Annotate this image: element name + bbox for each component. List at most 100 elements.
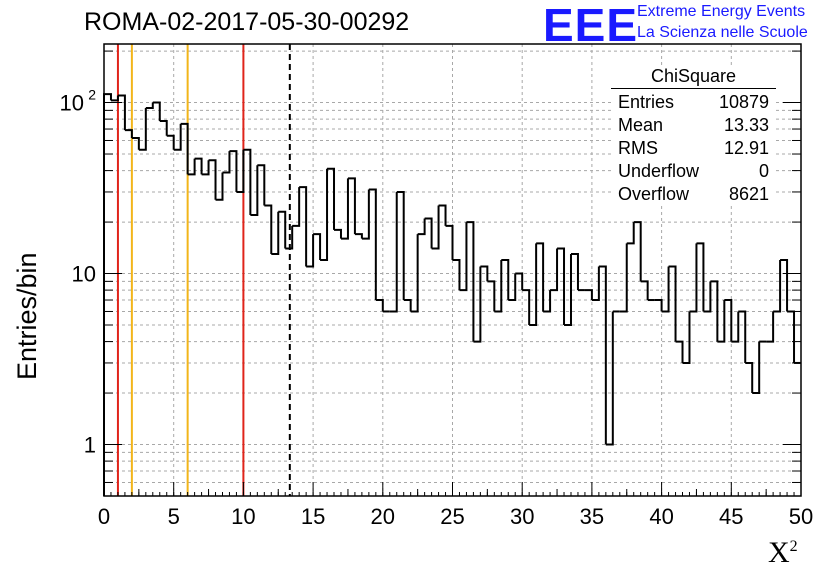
histogram-bin — [780, 259, 789, 312]
histogram-bin — [173, 123, 182, 151]
stats-row: RMS 12.91 — [611, 137, 776, 160]
histogram-bin — [682, 311, 691, 364]
stats-value: 12.91 — [723, 138, 769, 158]
histogram-bin — [473, 266, 482, 343]
stats-label: Underflow — [618, 161, 700, 181]
histogram-bin — [731, 311, 740, 343]
histogram-bin — [515, 272, 524, 291]
histogram-bin — [787, 310, 796, 363]
stats-label: Overflow — [618, 184, 690, 204]
histogram-bin — [313, 233, 322, 260]
stats-box: ChiSquare Entries 10879 Mean 13.33 RMS 12.9… — [611, 66, 776, 206]
logo-subtitle-2: La Scienza nelle Scuole — [637, 24, 808, 41]
histogram-bin — [368, 188, 377, 301]
histogram-bin — [564, 254, 572, 327]
stats-row: Mean 13.33 — [611, 114, 776, 137]
histogram-bin — [334, 228, 342, 239]
histogram-bin — [459, 222, 468, 292]
histogram-bin — [145, 102, 154, 109]
stats-label: Entries — [618, 92, 675, 112]
histogram-bin — [738, 310, 747, 363]
histogram-bin — [320, 168, 329, 261]
histogram-bin — [773, 260, 782, 313]
histogram-bin — [619, 243, 628, 313]
histogram-bin — [354, 233, 363, 239]
histogram-bin — [340, 178, 349, 240]
histogram-bin — [257, 164, 266, 206]
histogram-bin — [396, 190, 405, 301]
histogram-bin — [194, 157, 203, 175]
histogram-bin — [501, 259, 510, 301]
histogram-bin — [543, 290, 552, 313]
histogram-bin — [347, 177, 356, 235]
histogram-bin — [550, 248, 559, 292]
stats-row: Underflow 0 — [611, 160, 776, 183]
histogram-bin — [131, 137, 140, 150]
x-tick-label: 35 — [580, 504, 604, 529]
x-tick-label: 50 — [789, 504, 813, 529]
x-tick-label: 45 — [719, 504, 743, 529]
histogram-bin — [424, 217, 433, 249]
y-axis-label: Entries/bin — [8, 200, 42, 380]
y-tick-label: 10 — [60, 91, 84, 116]
grid-lines — [104, 44, 801, 497]
histogram-bin — [710, 280, 719, 342]
histogram-bin — [452, 259, 461, 291]
stats-value: 8621 — [728, 184, 769, 204]
x-axis-label-sup: 2 — [789, 538, 798, 555]
histogram-bin — [138, 107, 147, 151]
histogram-bin — [717, 300, 726, 343]
y-tick-label: 1 — [84, 433, 96, 458]
histogram-bin — [264, 204, 273, 255]
histogram-bin — [487, 280, 496, 312]
histogram-bin — [438, 204, 447, 226]
x-axis-label-text: X — [768, 536, 790, 569]
histogram-bin — [375, 299, 384, 312]
histogram-bin — [591, 266, 600, 302]
histogram-bin — [243, 148, 252, 215]
histogram-bin — [180, 122, 189, 175]
histogram-bin — [626, 222, 635, 245]
y-axis-label-text: Entries/bin — [12, 252, 42, 380]
histogram-bin — [403, 299, 412, 312]
histogram-bin — [417, 218, 426, 236]
histogram-bin — [640, 280, 649, 301]
histogram-bin — [661, 266, 670, 313]
stats-row: Overflow 8621 — [611, 183, 776, 206]
histogram-bin — [431, 205, 440, 250]
histogram-bin — [696, 242, 705, 312]
histogram-bin — [201, 160, 210, 176]
histogram-bin — [124, 129, 133, 139]
stats-label: Mean — [618, 115, 664, 135]
x-tick-label: 15 — [301, 504, 325, 529]
histogram-bin — [159, 120, 168, 136]
histogram-bin — [110, 95, 119, 102]
histogram-bin — [222, 151, 231, 174]
histogram-bin — [117, 94, 126, 131]
histogram-bin — [508, 273, 517, 302]
axis-ticks — [103, 50, 802, 497]
histogram-bin — [557, 247, 566, 326]
histogram-bin — [522, 289, 531, 326]
histogram-bin — [536, 242, 545, 312]
histogram-bin — [208, 159, 217, 200]
y-tick-label: 10 — [72, 262, 96, 287]
histogram-bin — [494, 260, 503, 313]
x-tick-label: 0 — [98, 504, 110, 529]
histogram-bin — [570, 253, 579, 291]
histogram-bin — [410, 234, 419, 313]
x-tick-label: 10 — [231, 504, 255, 529]
x-tick-label: 5 — [168, 504, 180, 529]
histogram-bin — [598, 265, 607, 445]
histogram-bin — [752, 341, 761, 395]
histogram-bin — [389, 191, 398, 313]
histogram-bin — [236, 149, 245, 193]
histogram-series — [103, 93, 801, 496]
histogram-bin — [250, 165, 259, 216]
histogram-bin — [292, 187, 301, 227]
histogram-bin — [668, 265, 677, 342]
histogram-bin — [187, 158, 196, 176]
stats-title: ChiSquare — [611, 66, 776, 89]
histogram-bin — [445, 224, 454, 260]
